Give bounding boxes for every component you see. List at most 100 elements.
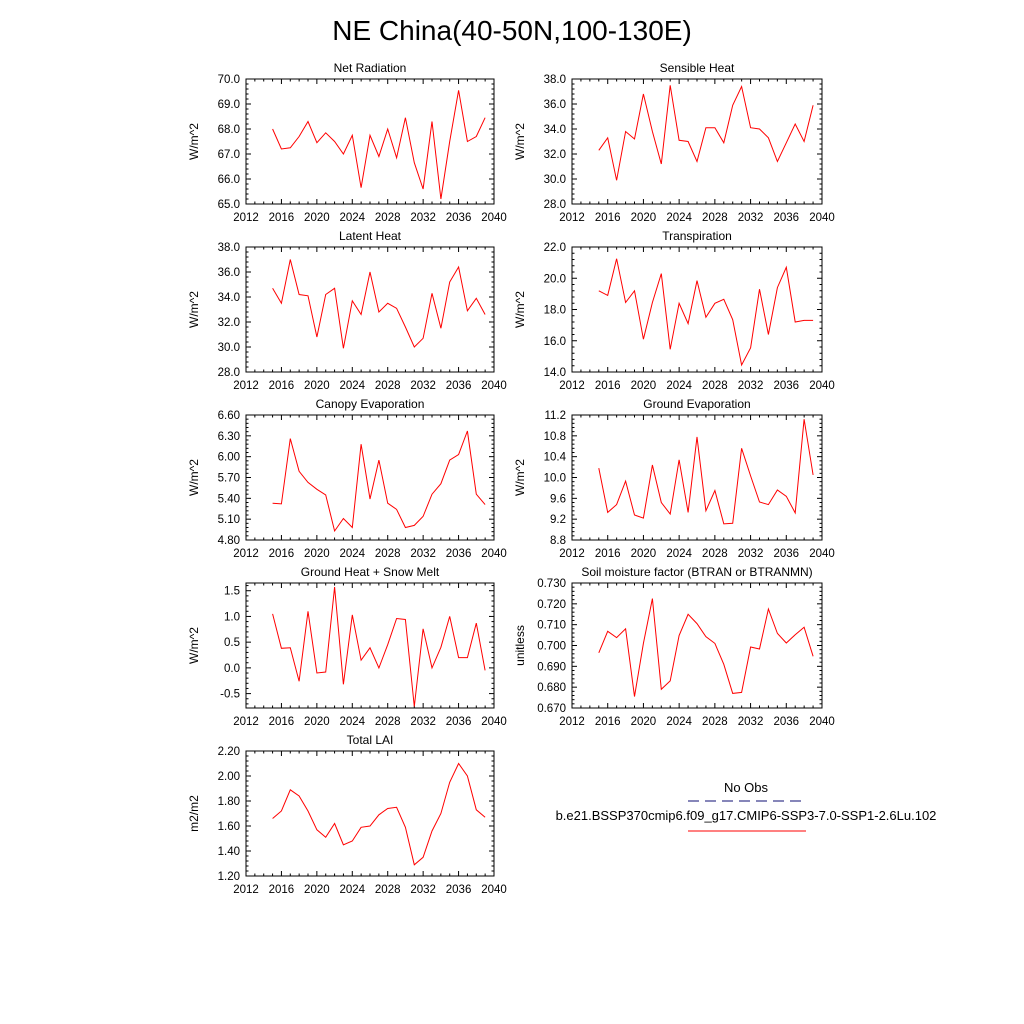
- panel-title: Canopy Evaporation: [316, 397, 425, 411]
- x-tick-label: 2016: [269, 716, 295, 728]
- panel-6: Ground Evaporation 2012 2016 2020 2024 2028 20…: [513, 397, 835, 560]
- y-tick-label: 1.0: [224, 611, 240, 623]
- x-tick-label: 2036: [446, 380, 472, 392]
- x-tick-label: 2024: [339, 380, 365, 392]
- series-line: [598, 84, 814, 181]
- plot-frame: [245, 582, 495, 709]
- x-tick-label: 2040: [809, 380, 835, 392]
- x-tick-label: 2040: [809, 212, 835, 224]
- y-tick-label: 0.680: [537, 682, 566, 694]
- x-tick-label: 2036: [773, 548, 799, 560]
- x-tick-label: 2032: [738, 212, 764, 224]
- x-tick-label: 2012: [233, 380, 259, 392]
- y-axis-label: W/m^2: [187, 627, 201, 664]
- y-tick-label: 10.8: [544, 431, 566, 443]
- x-tick-label: 2024: [666, 716, 692, 728]
- x-tick-label: 2016: [595, 212, 621, 224]
- x-tick-label: 2020: [631, 548, 657, 560]
- x-tick-label: 2040: [481, 212, 507, 224]
- x-tick-label: 2012: [233, 884, 259, 896]
- y-tick-label: 16.0: [544, 336, 566, 348]
- panel-7: Ground Heat + Snow Melt 2012 2016 2020 2024 2…: [187, 565, 507, 728]
- x-tick-label: 2024: [666, 548, 692, 560]
- x-tick-label: 2024: [339, 884, 365, 896]
- y-tick-label: 30.0: [544, 174, 566, 186]
- x-tick-label: 2040: [481, 548, 507, 560]
- panel-title: Sensible Heat: [660, 61, 735, 75]
- y-tick-label: 8.8: [550, 535, 566, 547]
- x-tick-label: 2032: [410, 380, 436, 392]
- x-tick-label: 2024: [666, 212, 692, 224]
- x-tick-label: 2016: [595, 716, 621, 728]
- series-line: [598, 258, 814, 367]
- y-axis-label: W/m^2: [513, 459, 527, 496]
- panels-group: Net Radiation 2012 2016 2020 2024 2028 2032 203…: [187, 61, 835, 896]
- series-line: [272, 90, 486, 200]
- x-tick-label: 2016: [269, 380, 295, 392]
- y-tick-label: -0.5: [220, 689, 240, 701]
- panel-title: Latent Heat: [339, 229, 402, 243]
- x-tick-label: 2024: [339, 716, 365, 728]
- y-tick-label: 1.40: [218, 846, 240, 858]
- x-tick-label: 2040: [481, 380, 507, 392]
- y-tick-label: 0.720: [537, 599, 566, 611]
- x-tick-label: 2040: [481, 716, 507, 728]
- y-tick-label: 14.0: [544, 367, 566, 379]
- y-tick-label: 10.0: [544, 473, 566, 485]
- y-tick-label: 36.0: [544, 99, 566, 111]
- x-tick-label: 2032: [410, 548, 436, 560]
- x-tick-label: 2028: [375, 716, 401, 728]
- panel-2: Sensible Heat 2012 2016 2020 2024 2028 2032 203…: [513, 61, 835, 224]
- y-tick-label: 1.60: [218, 821, 240, 833]
- x-tick-label: 2020: [304, 884, 330, 896]
- x-tick-label: 2016: [595, 380, 621, 392]
- x-tick-label: 2028: [375, 884, 401, 896]
- y-tick-label: 28.0: [218, 367, 240, 379]
- x-tick-label: 2032: [738, 716, 764, 728]
- y-axis-label: W/m^2: [187, 291, 201, 328]
- x-tick-label: 2020: [304, 716, 330, 728]
- x-tick-label: 2016: [269, 548, 295, 560]
- y-tick-label: 2.00: [218, 771, 240, 783]
- x-tick-label: 2040: [809, 716, 835, 728]
- y-axis-label: m2/m2: [187, 795, 201, 832]
- x-tick-label: 2012: [233, 716, 259, 728]
- y-tick-label: 65.0: [218, 199, 240, 211]
- plot-frame: [245, 414, 495, 541]
- y-tick-label: 32.0: [218, 317, 240, 329]
- y-tick-label: 67.0: [218, 149, 240, 161]
- y-tick-label: 34.0: [218, 292, 240, 304]
- series-line: [272, 587, 486, 707]
- figure-title: NE China(40-50N,100-130E): [332, 15, 692, 46]
- y-tick-label: 11.2: [544, 410, 566, 422]
- y-tick-label: 0.5: [224, 637, 240, 649]
- x-tick-label: 2040: [481, 884, 507, 896]
- series-line: [598, 598, 814, 697]
- x-tick-label: 2032: [410, 212, 436, 224]
- panel-title: Soil moisture factor (BTRAN or BTRANMN): [581, 565, 812, 579]
- panel-title: Net Radiation: [334, 61, 407, 75]
- y-axis-label: W/m^2: [513, 123, 527, 160]
- panel-title: Transpiration: [662, 229, 732, 243]
- y-tick-label: 5.70: [218, 473, 240, 485]
- y-tick-label: 0.710: [537, 620, 566, 632]
- y-axis-label: W/m^2: [187, 459, 201, 496]
- y-tick-label: 1.20: [218, 871, 240, 883]
- y-tick-label: 1.80: [218, 796, 240, 808]
- x-tick-label: 2020: [631, 716, 657, 728]
- y-tick-label: 66.0: [218, 174, 240, 186]
- x-tick-label: 2020: [631, 380, 657, 392]
- y-tick-label: 69.0: [218, 99, 240, 111]
- panel-4: Transpiration 2012 2016 2020 2024 2028 2032 203…: [513, 229, 835, 392]
- x-tick-label: 2028: [702, 548, 728, 560]
- x-tick-label: 2020: [304, 548, 330, 560]
- x-tick-label: 2016: [269, 212, 295, 224]
- y-tick-label: 9.6: [550, 493, 566, 505]
- y-tick-label: 0.700: [537, 641, 566, 653]
- y-tick-label: 9.2: [550, 514, 566, 526]
- y-tick-label: 0.730: [537, 578, 566, 590]
- plot-frame: [245, 246, 495, 373]
- panel-3: Latent Heat 2012 2016 2020 2024 2028 2032 2036 2…: [187, 229, 507, 392]
- y-tick-label: 5.10: [218, 514, 240, 526]
- y-tick-label: 5.40: [218, 493, 240, 505]
